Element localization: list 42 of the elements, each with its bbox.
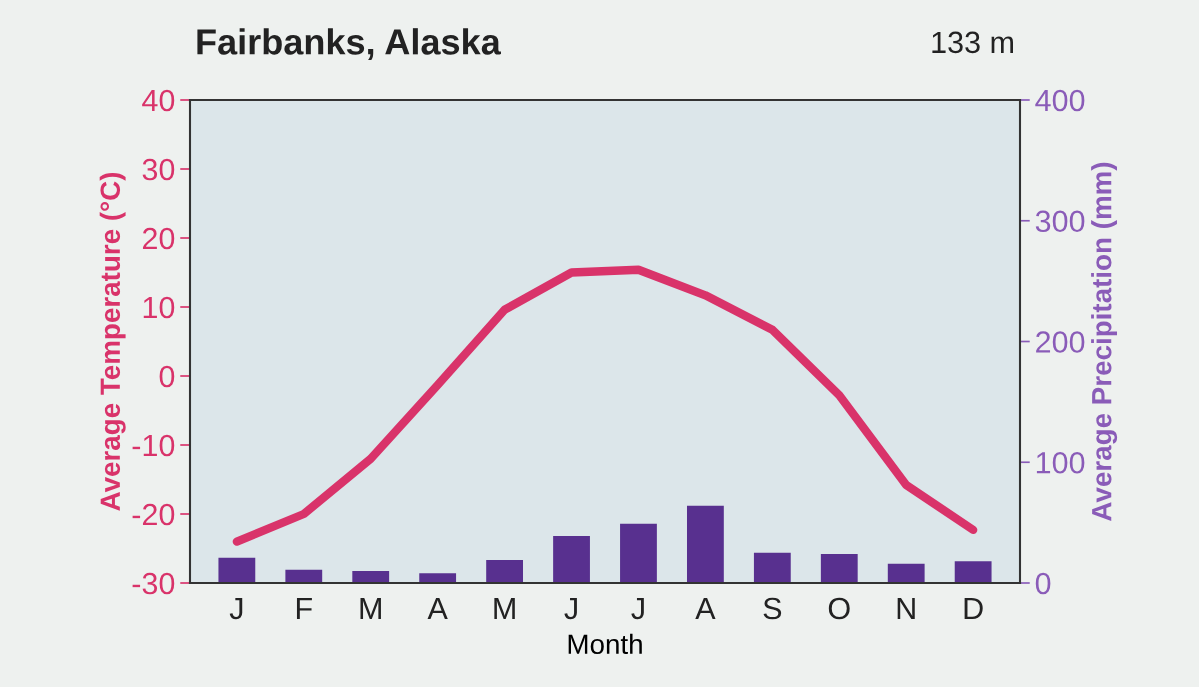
bar xyxy=(954,561,992,583)
x-tick-label: M xyxy=(360,598,381,620)
x-axis-title: Month xyxy=(568,633,642,655)
bar xyxy=(218,557,256,583)
x-tick-label: J xyxy=(229,598,243,620)
y2-tick-label: 300 xyxy=(1035,210,1085,233)
y2-tick-label: 0 xyxy=(1035,572,1051,595)
y-tick-label: 20 xyxy=(142,227,175,250)
x-tick-label: M xyxy=(494,598,515,620)
x-tick-label: J xyxy=(631,598,644,620)
y-tick-label: -30 xyxy=(132,572,175,595)
x-tick-label: N xyxy=(897,598,915,620)
y-axis-title: Average Temperature (°C) xyxy=(99,172,126,511)
x-tick-label: F xyxy=(296,598,312,620)
y2-tick-label: 200 xyxy=(1036,331,1085,353)
y-tick-label: 30 xyxy=(142,158,175,181)
y-tick-label: 0 xyxy=(159,365,175,388)
y-tick-label: 40 xyxy=(142,89,175,112)
chart-title: Fairbanks, Alaska xyxy=(197,28,501,60)
y2-tick-label: 100 xyxy=(1036,451,1085,474)
y2-axis-title: Average Precipitation (mm) xyxy=(1091,162,1118,521)
bar xyxy=(887,563,925,583)
bar xyxy=(486,560,523,583)
x-tick-label: D xyxy=(964,598,983,620)
y2-tick-label: 400 xyxy=(1035,89,1085,112)
text: 133 m xyxy=(932,31,1013,54)
bar xyxy=(285,569,323,583)
bar xyxy=(687,505,724,583)
y-tick-label: -20 xyxy=(132,503,175,526)
x-tick-label: O xyxy=(828,597,850,620)
bar xyxy=(820,554,858,583)
y-tick-label: 10 xyxy=(143,296,175,319)
x-tick-label: S xyxy=(763,597,782,620)
x-tick-label: A xyxy=(695,598,716,620)
bar xyxy=(753,552,791,583)
bar xyxy=(352,570,390,583)
x-tick-label: A xyxy=(427,598,448,620)
bar xyxy=(419,573,457,583)
x-tick-label: J xyxy=(564,598,577,620)
bar xyxy=(620,523,657,583)
y-tick-label: -10 xyxy=(132,434,175,457)
bar xyxy=(553,535,590,583)
